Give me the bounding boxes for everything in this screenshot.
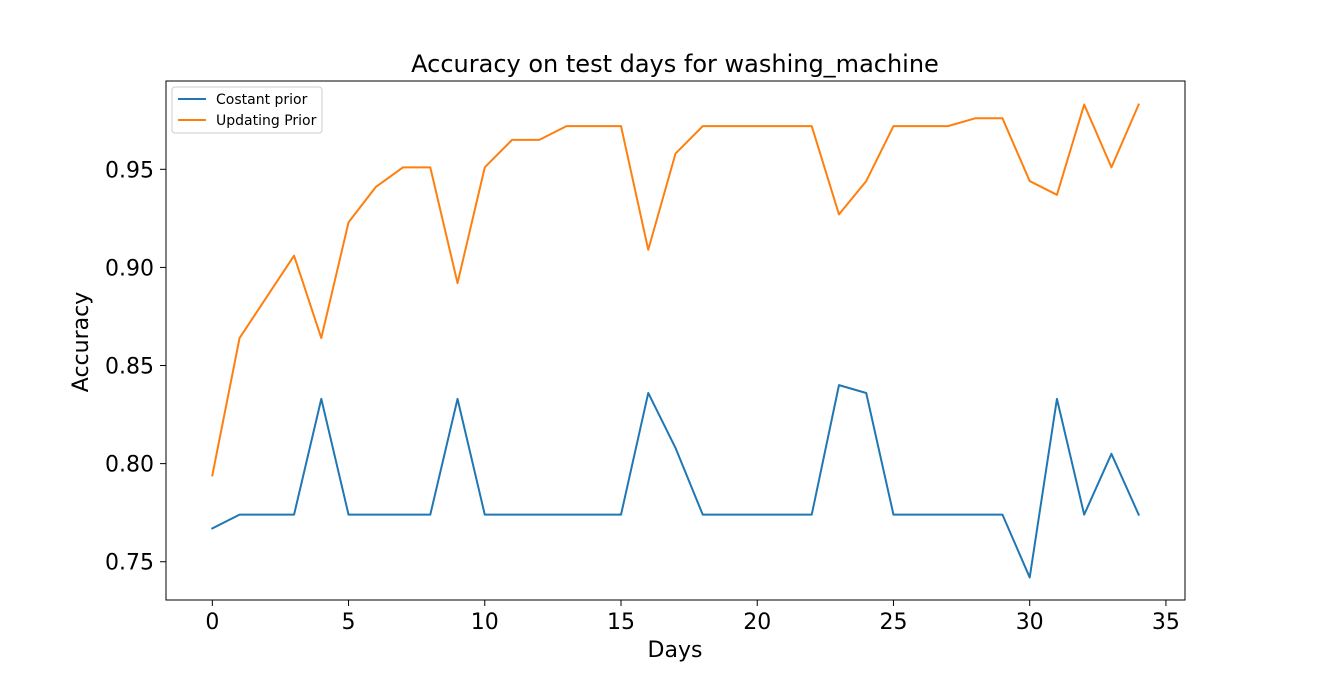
plot-area: 0 5 10 15 20 25 30 35 0.75 0.80 0.85 0.90 0.95: [105, 80, 1186, 635]
series-line-updating-prior: [211, 103, 1140, 477]
y-tick-label: 0.80: [105, 453, 154, 478]
y-tick-label: 0.85: [105, 355, 154, 380]
y-axis-label: Accuracy: [69, 292, 94, 392]
x-tick-label: 5: [342, 610, 356, 635]
x-tick-label: 35: [1152, 610, 1180, 635]
legend-box: [171, 86, 323, 134]
chart-title: Accuracy on test days for washing_machin…: [411, 50, 939, 78]
legend-label: Updating Prior: [216, 113, 317, 129]
legend-label: Costant prior: [216, 92, 308, 108]
x-tick-label: 15: [607, 610, 635, 635]
x-axis-label: Days: [648, 638, 703, 663]
y-tick-label: 0.95: [105, 158, 154, 183]
legend: Costant prior Updating Prior: [171, 86, 323, 134]
x-tick-label: 30: [1016, 610, 1044, 635]
x-tick-label: 0: [205, 610, 219, 635]
y-tick-label: 0.75: [105, 551, 154, 576]
x-tick-label: 25: [879, 610, 907, 635]
y-tick-label: 0.90: [105, 256, 154, 281]
axes-frame: [165, 80, 1186, 601]
series-line-costant-prior: [210, 384, 1141, 579]
x-tick-label: 20: [743, 610, 771, 635]
x-tick-label: 10: [471, 610, 499, 635]
